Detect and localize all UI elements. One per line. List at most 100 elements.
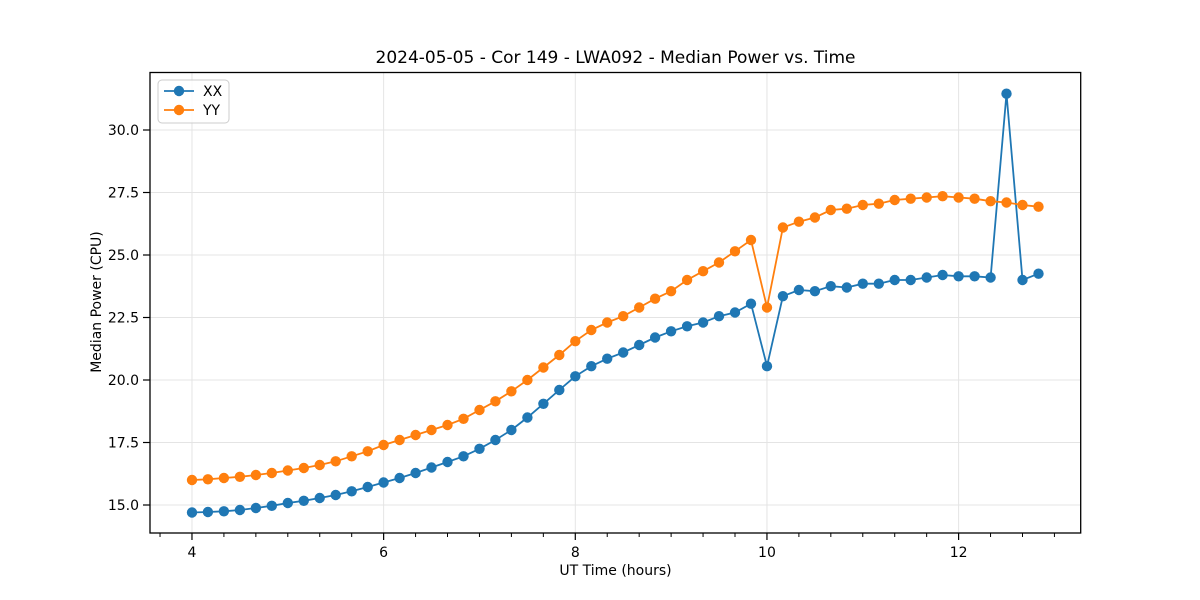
series-marker-yy (953, 192, 964, 203)
series-marker-xx (186, 507, 198, 518)
series-marker-xx (937, 269, 948, 281)
series-marker-xx (825, 281, 836, 292)
series-marker-xx (681, 321, 693, 332)
series-marker-xx (458, 451, 469, 462)
series-marker-xx (793, 284, 805, 296)
series-marker-yy (745, 234, 757, 246)
series-marker-yy (777, 222, 789, 233)
series-marker-yy (522, 374, 533, 386)
series-marker-xx (921, 272, 932, 283)
series-marker-xx (442, 456, 453, 468)
series-marker-yy (713, 257, 725, 268)
series-marker-yy (490, 396, 501, 407)
series-marker-xx (266, 500, 277, 511)
series-marker-yy (937, 191, 948, 202)
series-marker-yy (218, 472, 230, 484)
series-marker-yy (250, 469, 262, 481)
series-marker-xx (282, 497, 293, 509)
series-marker-xx (362, 481, 373, 493)
series-marker-yy (266, 467, 277, 479)
x-tick-label: 6 (379, 545, 388, 561)
series-marker-yy (809, 212, 821, 223)
series-marker-xx (554, 384, 565, 396)
series-marker-yy (538, 362, 549, 373)
series-marker-yy (681, 274, 693, 286)
series-marker-xx (745, 298, 757, 309)
series-marker-xx (218, 506, 230, 517)
x-tick-label: 10 (758, 545, 776, 561)
series-marker-xx (713, 311, 725, 322)
legend-marker-yy (173, 104, 185, 116)
series-marker-yy (410, 429, 421, 441)
x-tick-label: 12 (950, 545, 968, 561)
legend-marker-xx (173, 85, 185, 97)
series-marker-xx (394, 472, 405, 484)
series-marker-xx (761, 361, 773, 372)
series-marker-yy (586, 324, 597, 336)
series-marker-xx (202, 506, 214, 518)
series-marker-yy (362, 446, 373, 457)
series-marker-xx (426, 462, 437, 473)
y-tick-label: 17.5 (108, 436, 139, 452)
series-marker-yy (649, 293, 661, 304)
axes-frame (149, 71, 1082, 534)
series-marker-xx (873, 278, 884, 289)
series-marker-yy (889, 194, 900, 206)
series-marker-xx (729, 307, 741, 318)
series-marker-xx (250, 502, 262, 514)
series-marker-yy (554, 349, 565, 361)
series-marker-xx (602, 353, 613, 364)
series-marker-xx (490, 434, 501, 446)
series-marker-yy (426, 424, 437, 436)
series-marker-xx (234, 504, 246, 516)
y-tick-label: 15.0 (108, 498, 139, 514)
series-marker-xx (570, 371, 581, 382)
series-marker-yy (1001, 197, 1012, 208)
series-marker-xx (649, 332, 661, 343)
series-marker-yy (857, 199, 868, 211)
series-marker-xx (298, 495, 309, 506)
series-marker-xx (330, 489, 341, 501)
series-marker-yy (570, 336, 581, 347)
series-marker-xx (841, 282, 852, 293)
series-marker-yy (282, 465, 293, 476)
series-marker-yy (346, 451, 357, 462)
series-marker-yy (234, 471, 246, 482)
series-marker-xx (1001, 88, 1012, 99)
series-marker-xx (665, 326, 677, 337)
series-marker-xx (346, 486, 357, 497)
series-marker-xx (857, 278, 868, 289)
y-tick-label: 22.5 (108, 311, 139, 327)
series-marker-xx (410, 467, 421, 479)
series-marker-yy (634, 302, 645, 313)
series-marker-yy (841, 203, 852, 214)
series-marker-xx (618, 347, 629, 358)
series-marker-xx (586, 361, 597, 372)
legend-label-xx: XX (203, 84, 223, 100)
series-marker-yy (618, 311, 629, 322)
y-tick-label: 27.5 (108, 186, 139, 202)
series-marker-yy (1033, 201, 1044, 212)
series-marker-yy (474, 404, 485, 416)
series-marker-yy (186, 474, 198, 486)
series-marker-xx (777, 291, 789, 302)
series-marker-yy (793, 216, 805, 227)
series-marker-yy (873, 198, 884, 209)
x-tick-label: 4 (188, 545, 197, 561)
series-marker-xx (314, 492, 325, 504)
series-marker-yy (969, 193, 980, 204)
series-marker-xx (889, 274, 900, 286)
series-marker-yy (202, 474, 214, 485)
series-marker-yy (729, 246, 741, 257)
series-marker-yy (442, 419, 453, 431)
chart-title: 2024-05-05 - Cor 149 - LWA092 - Median P… (375, 48, 856, 68)
series-marker-xx (953, 271, 964, 282)
y-tick-label: 25.0 (108, 248, 139, 264)
series-marker-yy (394, 434, 405, 446)
series-marker-yy (506, 386, 517, 397)
series-marker-xx (634, 339, 645, 351)
series-marker-yy (602, 317, 613, 328)
series-marker-yy (905, 193, 916, 204)
series-marker-xx (1017, 274, 1028, 286)
